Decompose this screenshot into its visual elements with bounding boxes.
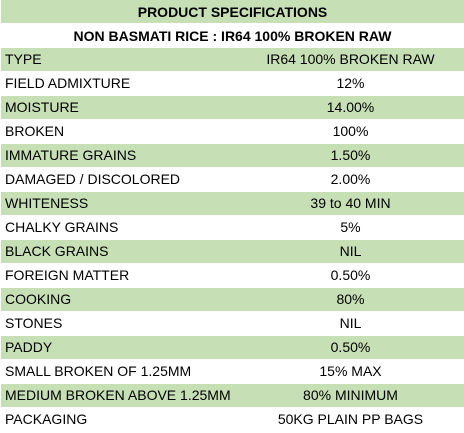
spec-value: 5% — [340, 219, 361, 235]
spec-row-whiteness: WHITENESS 39 to 40 MIN — [1, 192, 464, 216]
spec-label: TYPE — [5, 51, 42, 67]
spec-row-chalky-grains: CHALKY GRAINS 5% — [1, 216, 464, 240]
spec-label: WHITENESS — [5, 195, 89, 211]
spec-row-medium-broken: MEDIUM BROKEN ABOVE 1.25MM 80% MINIMUM — [1, 384, 464, 408]
spec-value: IR64 100% BROKEN RAW — [266, 51, 435, 67]
spec-value: 100% — [332, 123, 369, 139]
spec-row-cooking: COOKING 80% — [1, 288, 464, 312]
spec-row-broken: BROKEN 100% — [1, 120, 464, 144]
spec-label: MOISTURE — [5, 99, 79, 115]
spec-label: PACKAGING — [5, 411, 88, 427]
spec-value: 2.00% — [330, 171, 371, 187]
spec-value: 80% — [336, 291, 365, 307]
spec-value: 1.50% — [330, 147, 371, 163]
spec-row-damaged-discolored: DAMAGED / DISCOLORED 2.00% — [1, 168, 464, 192]
spec-row-type: TYPE IR64 100% BROKEN RAW — [1, 48, 464, 72]
spec-label: BROKEN — [5, 123, 65, 139]
spec-label: PADDY — [5, 339, 53, 355]
spec-label: IMMATURE GRAINS — [5, 147, 137, 163]
spec-value: 14.00% — [326, 99, 375, 115]
spec-label: CHALKY GRAINS — [5, 219, 119, 235]
sheet-title: PRODUCT SPECIFICATIONS — [1, 0, 464, 24]
spec-value: 0.50% — [330, 339, 371, 355]
spec-row-foreign-matter: FOREIGN MATTER 0.50% — [1, 264, 464, 288]
spec-value: 0.50% — [330, 267, 371, 283]
spec-row-paddy: PADDY 0.50% — [1, 336, 464, 360]
spec-row-immature-grains: IMMATURE GRAINS 1.50% — [1, 144, 464, 168]
spec-row-moisture: MOISTURE 14.00% — [1, 96, 464, 120]
spec-row-packaging: PACKAGING 50KG PLAIN PP BAGS — [1, 408, 464, 432]
spec-value: 80% MINIMUM — [303, 387, 398, 403]
spec-value: NIL — [339, 243, 362, 259]
spec-label: COOKING — [5, 291, 72, 307]
spec-label: DAMAGED / DISCOLORED — [5, 171, 181, 187]
spec-value: 39 to 40 MIN — [310, 195, 391, 211]
spec-row-black-grains: BLACK GRAINS NIL — [1, 240, 464, 264]
spec-value: 15% MAX — [319, 363, 382, 379]
spec-label: FIELD ADMIXTURE — [5, 75, 131, 91]
spec-label: STONES — [5, 315, 63, 331]
spec-row-stones: STONES NIL — [1, 312, 464, 336]
spec-row-small-broken: SMALL BROKEN OF 1.25MM 15% MAX — [1, 360, 464, 384]
spec-label: FOREIGN MATTER — [5, 267, 130, 283]
spec-value: NIL — [339, 315, 362, 331]
spec-row-field-admixture: FIELD ADMIXTURE 12% — [1, 72, 464, 96]
spec-label: BLACK GRAINS — [5, 243, 109, 259]
spec-value: 12% — [336, 75, 365, 91]
spec-value: 50KG PLAIN PP BAGS — [277, 411, 424, 427]
sheet-subtitle: NON BASMATI RICE : IR64 100% BROKEN RAW — [1, 24, 464, 48]
spec-label: SMALL BROKEN OF 1.25MM — [5, 363, 192, 379]
spec-label: MEDIUM BROKEN ABOVE 1.25MM — [5, 387, 231, 403]
